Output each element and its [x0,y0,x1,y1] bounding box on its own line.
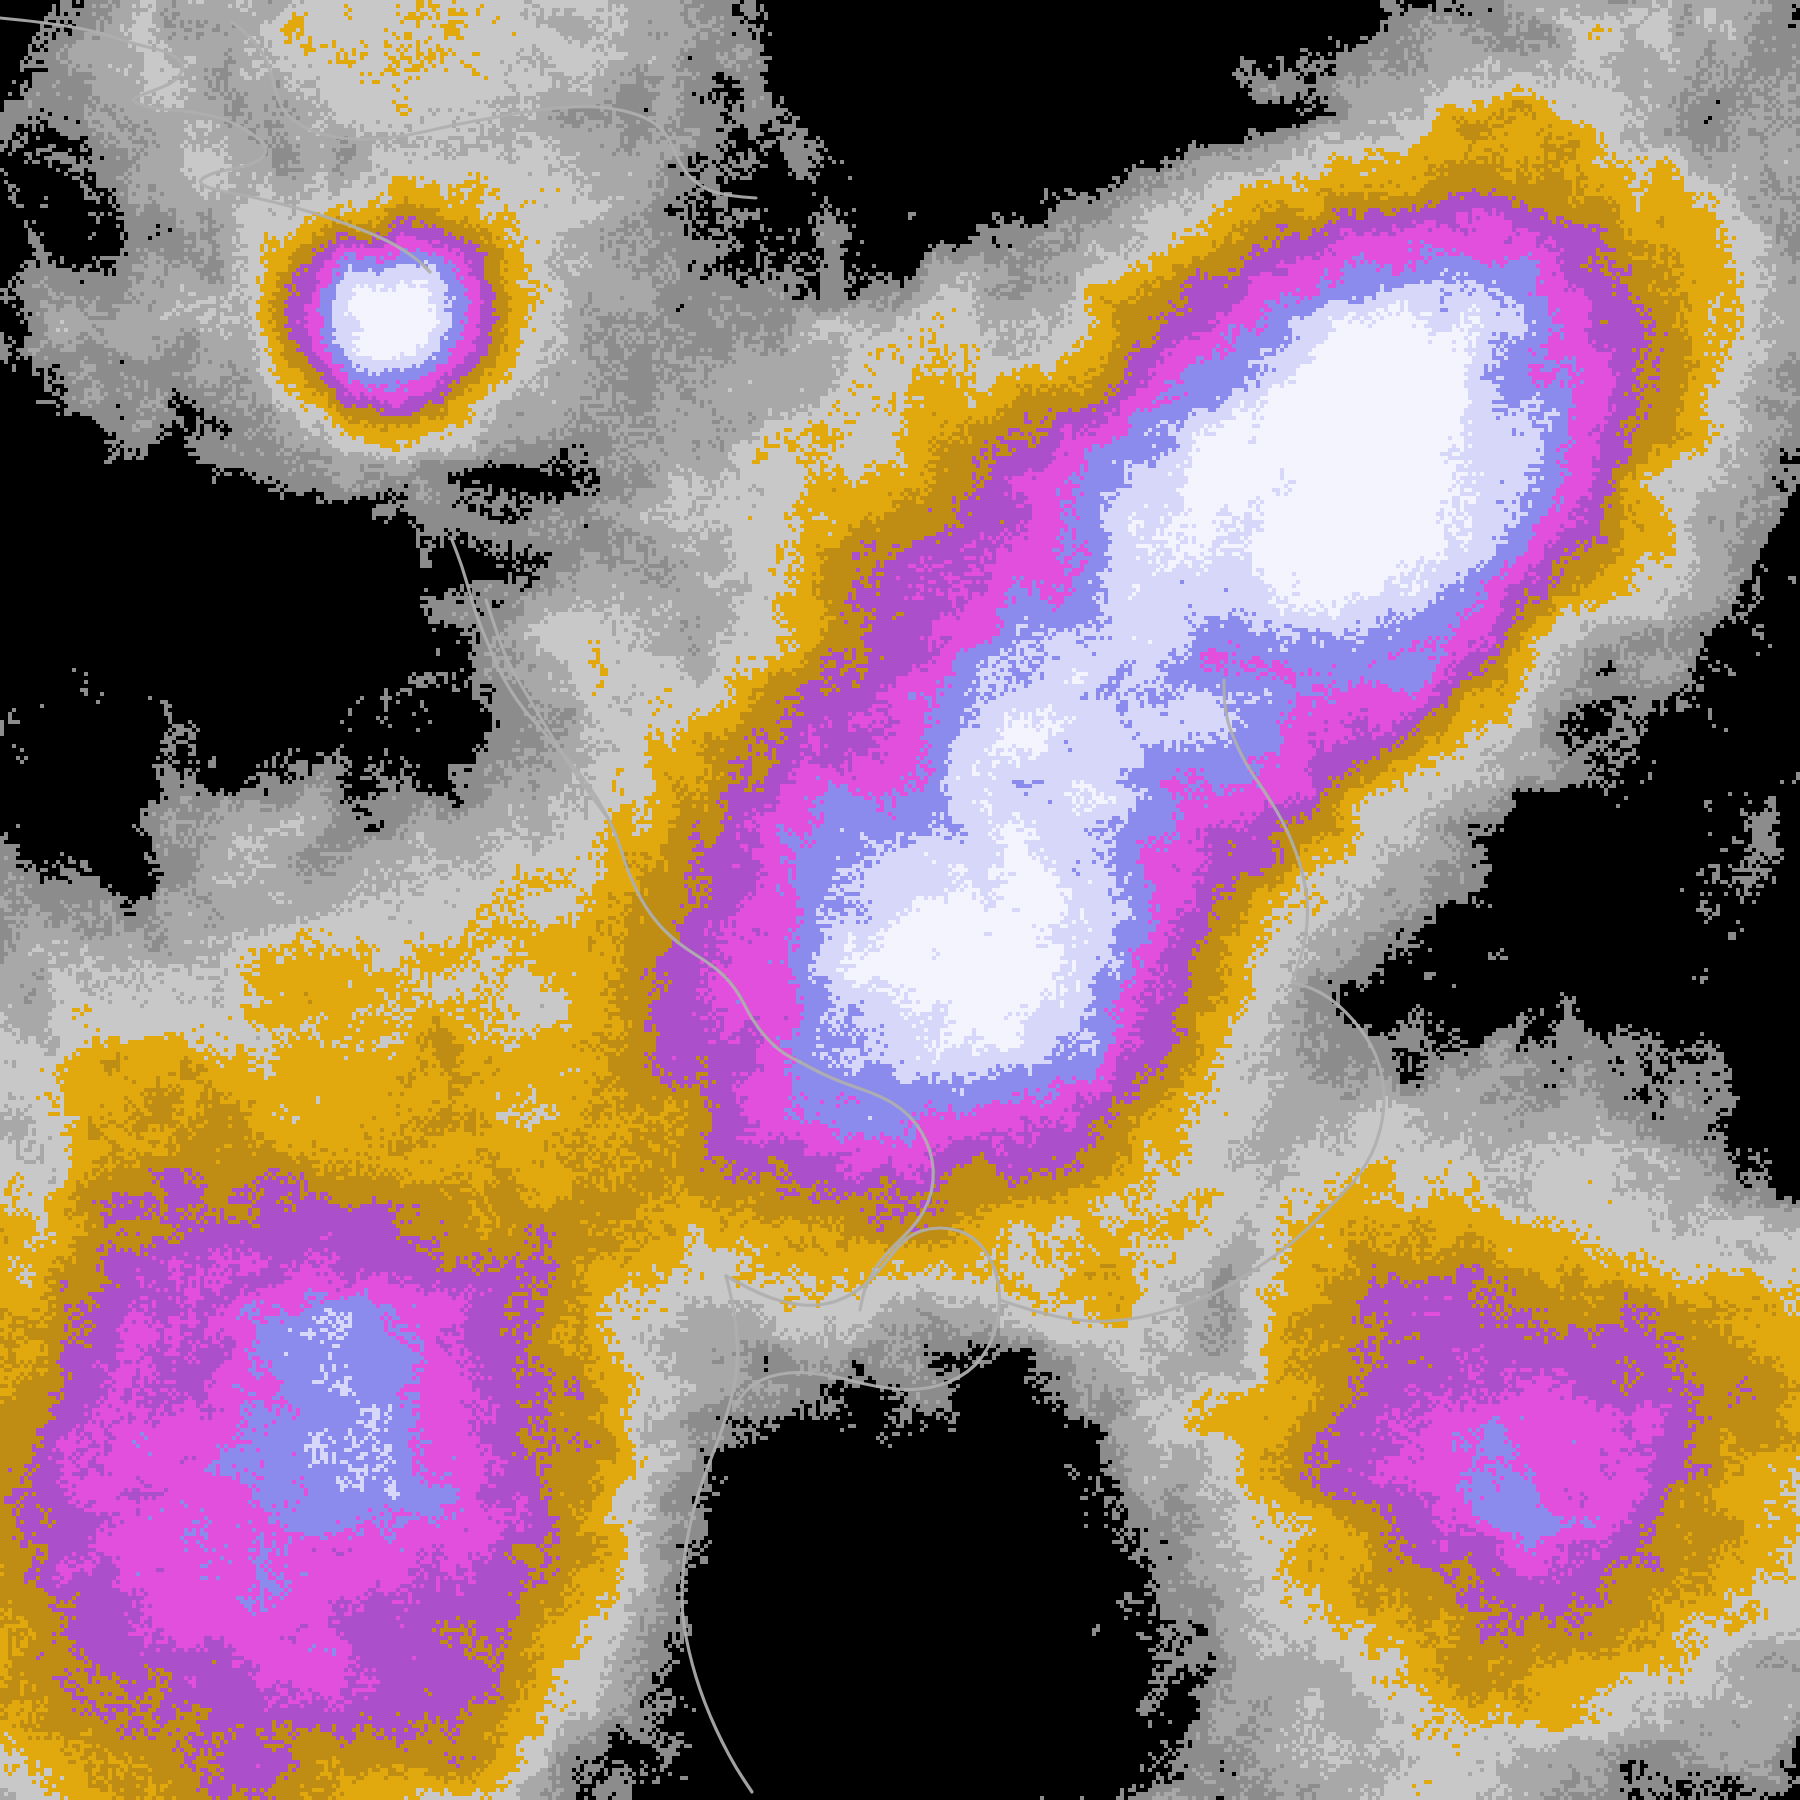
satellite-imagery-canvas[interactable] [0,0,1800,1800]
satellite-image-viewer[interactable]: Enhanced Infrared Satellite Imagery GOES… [0,0,1800,1800]
